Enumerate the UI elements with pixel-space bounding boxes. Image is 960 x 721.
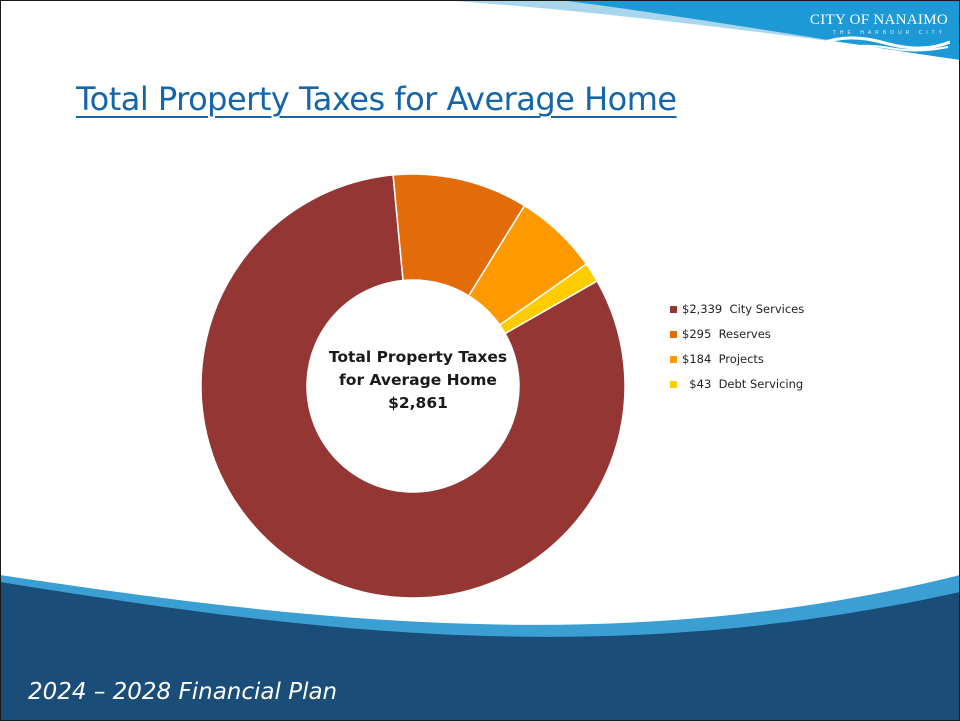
wave-logo-icon [820, 36, 950, 52]
legend-swatch [670, 306, 677, 313]
logo-subtext: THE HARBOUR CITY [832, 30, 946, 36]
footer-text: 2024 – 2028 Financial Plan [28, 679, 338, 705]
legend-swatch [670, 381, 677, 388]
slice-city-services [200, 174, 626, 599]
top-accent-swoosh [560, 0, 960, 60]
legend-label: $295 Reserves [682, 327, 771, 341]
logo-text: CITY OF NANAIMO [809, 12, 948, 28]
center-label-line-1: Total Property Taxes [328, 348, 508, 366]
center-label-line-2: for Average Home [339, 371, 497, 389]
legend-swatch [670, 356, 677, 363]
legend-label: $184 Projects [682, 352, 764, 366]
footer-band [0, 582, 960, 721]
legend-label: $2,339 City Services [682, 302, 805, 316]
slide-title: Total Property Taxes for Average Home [76, 80, 677, 118]
center-label-total: $2,861 [388, 394, 448, 412]
legend-label: $43 Debt Servicing [682, 377, 804, 391]
city-logo: CITY OF NANAIMO THE HARBOUR CITY [808, 8, 954, 52]
slice-debt-servicing [498, 263, 599, 335]
donut-center-label: Total Property Taxes for Average Home $2… [318, 346, 518, 415]
legend-swatch [670, 331, 677, 338]
